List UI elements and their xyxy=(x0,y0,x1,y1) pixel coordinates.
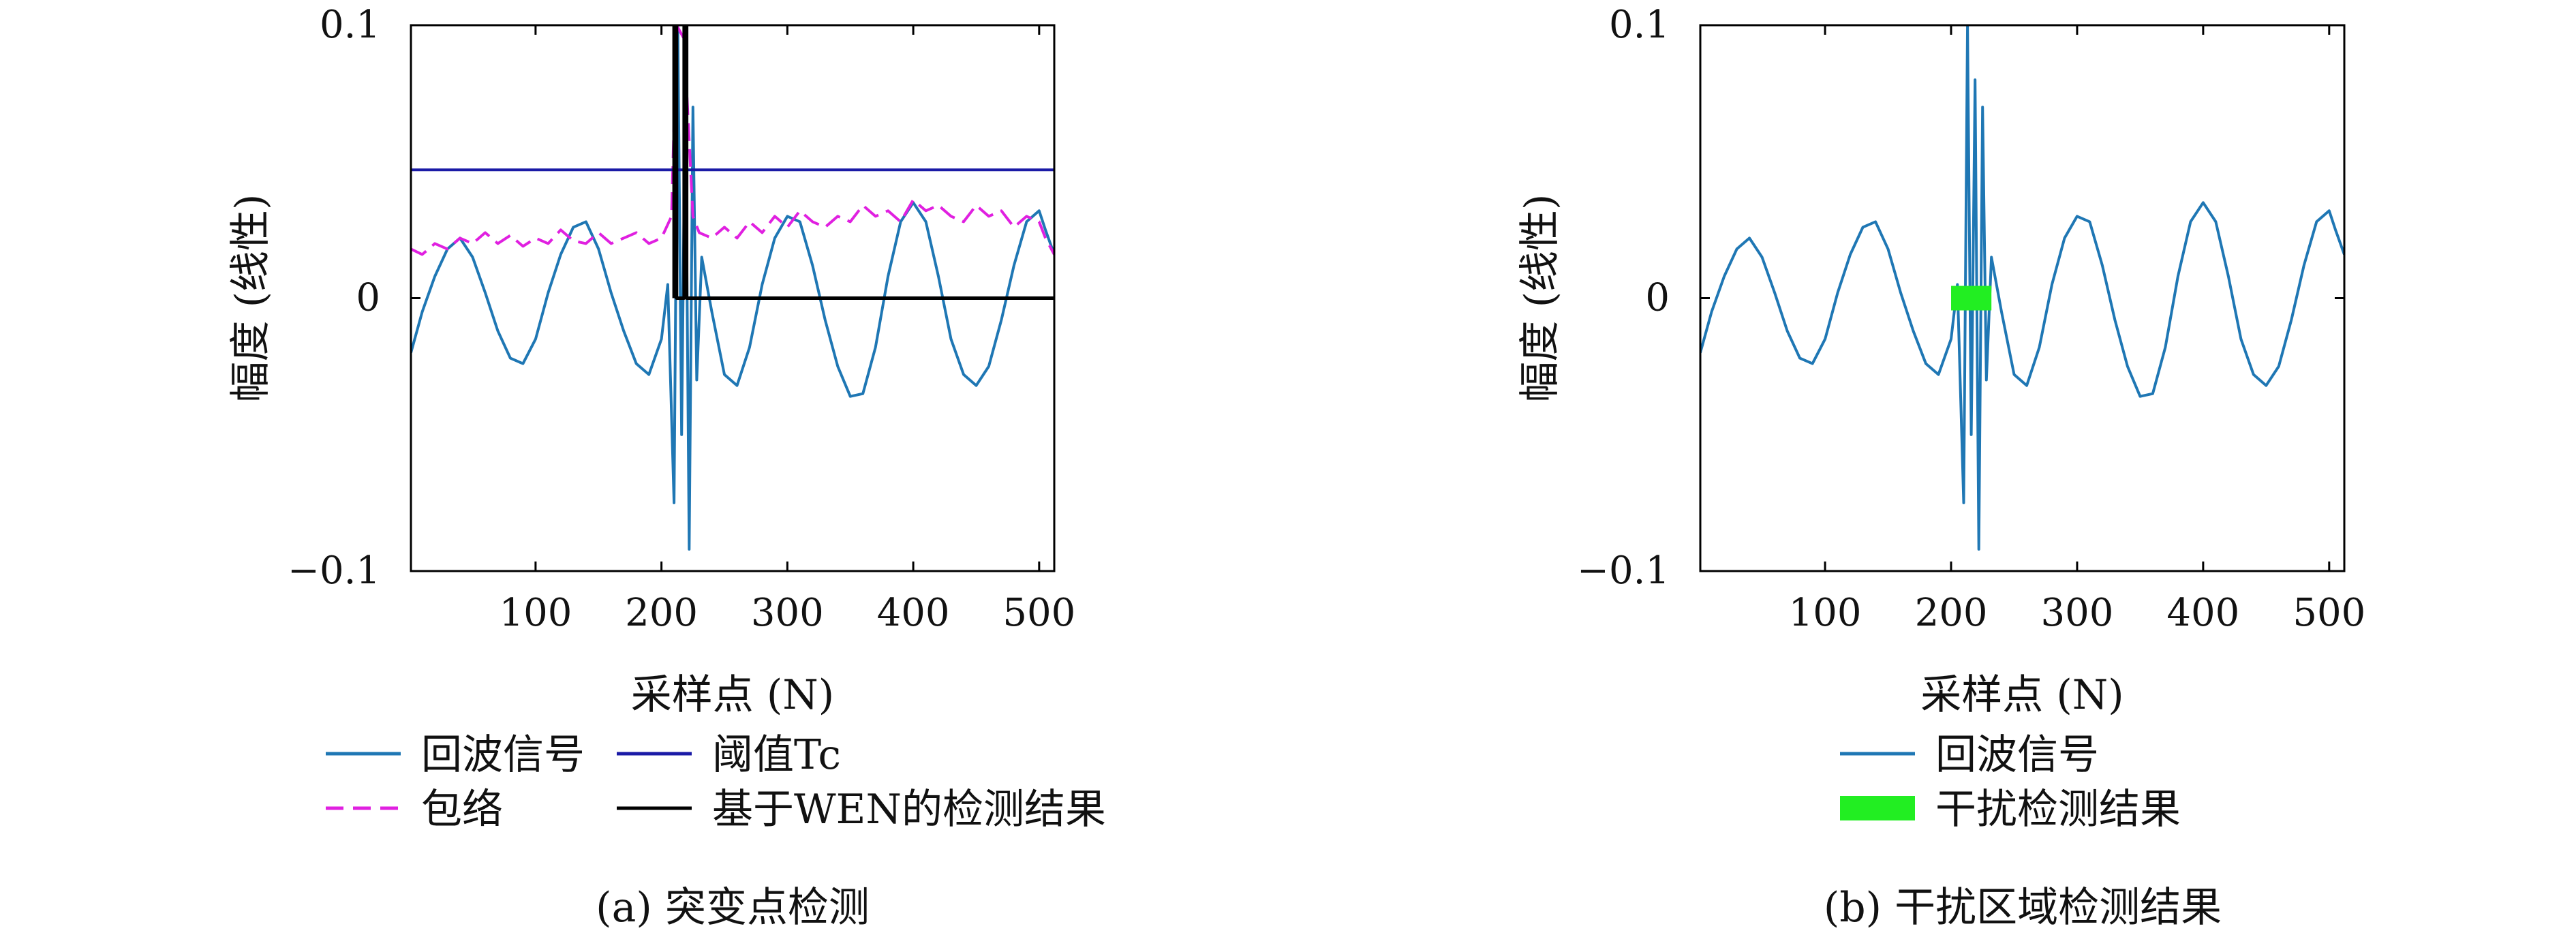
plot-area xyxy=(411,25,1054,551)
chart-caption: (a) 突变点检测 xyxy=(596,884,870,932)
legend-label: 回波信号 xyxy=(1935,731,2099,779)
plot-frame xyxy=(1699,24,2346,572)
y-tick-label: 0 xyxy=(1645,276,1670,320)
legend-swatch xyxy=(1840,796,1915,820)
plot-area xyxy=(1700,25,2344,551)
legend-label: 阈值Tc xyxy=(712,731,841,779)
x-tick-label: 200 xyxy=(625,591,698,635)
legend: 回波信号 阈值Tc 包络 基于WEN的检测结果 xyxy=(326,731,1106,833)
x-tick-label: 300 xyxy=(2041,591,2114,635)
series-line-0 xyxy=(411,25,1054,551)
y-tick-label: 0 xyxy=(356,276,380,320)
x-tick-label: 100 xyxy=(499,591,572,635)
series-line-3 xyxy=(672,25,1054,300)
y-tick-label: 0.1 xyxy=(1609,3,1670,47)
x-tick-label: 200 xyxy=(1915,591,1988,635)
y-tick-label: −0.1 xyxy=(1577,549,1670,593)
legend-label: 回波信号 xyxy=(421,731,585,779)
chart-panel-1: 100 200 300 400 500 −0.1 0 0.1 采样点 (N) 幅度 (线性) 回波信… xyxy=(227,3,1106,932)
x-axis-label: 采样点 (N) xyxy=(631,671,834,719)
chart-panel-2: 100 200 300 400 500 −0.1 0 0.1 采样点 (N) 幅度 (线性) 回波信… xyxy=(1516,3,2365,932)
y-axis-label: 幅度 (线性) xyxy=(1516,194,1564,403)
series-line-1 xyxy=(411,25,1054,256)
x-axis-label: 采样点 (N) xyxy=(1920,671,2123,719)
chart-caption: (b) 干扰区域检测结果 xyxy=(1824,884,2222,932)
x-tick-label: 400 xyxy=(2166,591,2239,635)
legend-label: 包络 xyxy=(421,786,503,833)
legend-label: 基于WEN的检测结果 xyxy=(712,786,1106,833)
y-axis-label: 幅度 (线性) xyxy=(227,194,275,403)
series-band-1 xyxy=(1951,286,1992,311)
y-tick-label: −0.1 xyxy=(288,549,380,593)
x-tick-label: 300 xyxy=(751,591,824,635)
x-tick-label: 500 xyxy=(2293,591,2365,635)
y-tick-label: 0.1 xyxy=(320,3,380,47)
x-tick-label: 500 xyxy=(1002,591,1075,635)
x-tick-label: 100 xyxy=(1789,591,1862,635)
series-line-0 xyxy=(1700,25,2344,551)
legend-label: 干扰检测结果 xyxy=(1935,786,2181,833)
x-tick-label: 400 xyxy=(877,591,950,635)
